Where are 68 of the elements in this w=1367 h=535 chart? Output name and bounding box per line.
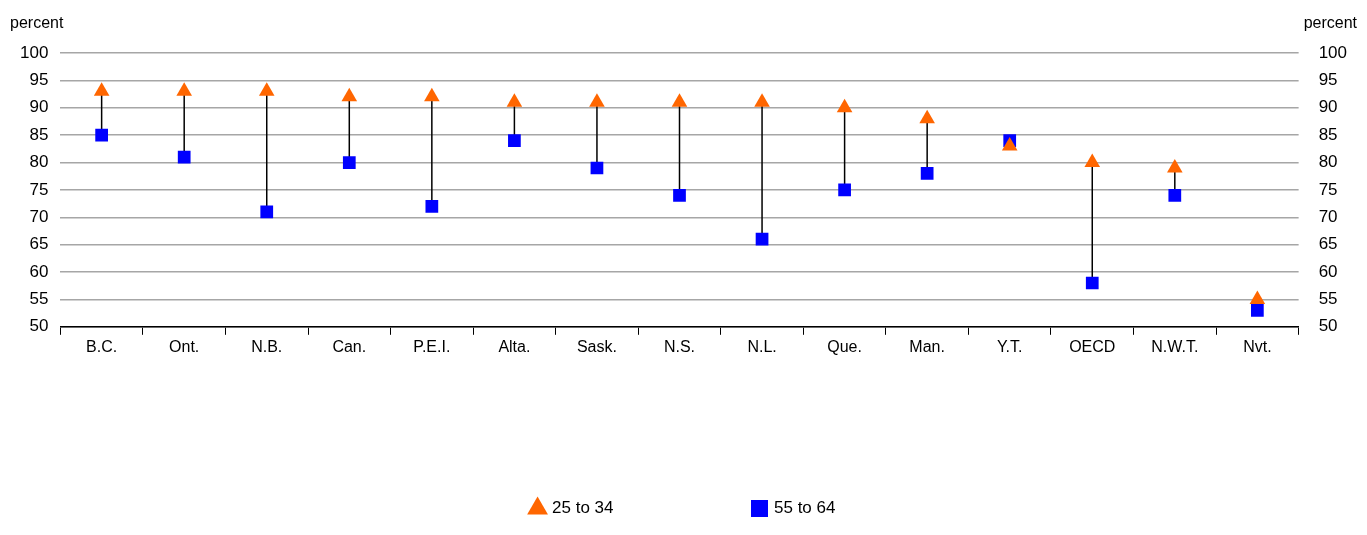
point [754, 93, 770, 107]
point [260, 205, 274, 219]
point [920, 167, 934, 180]
point [176, 82, 192, 96]
point [671, 93, 688, 107]
point [424, 87, 440, 102]
point [1167, 159, 1183, 173]
x-tick-label: Can. [332, 337, 367, 355]
y2-axis-title: percent [1303, 14, 1358, 32]
y2-tick-label: 65 [1318, 234, 1338, 254]
x-tick-label: N.W.T. [1151, 337, 1199, 355]
x-tick-label: Alta. [498, 337, 531, 355]
y-tick-label: 50 [29, 316, 49, 336]
x-tick-label: Nvt. [1243, 337, 1272, 355]
y-tick-label: 95 [29, 70, 49, 90]
x-tick-label: Y.T. [996, 337, 1023, 355]
point [673, 189, 686, 202]
y-tick-label: 80 [29, 152, 49, 172]
x-tick-label: Que. [827, 337, 862, 355]
x-tick-label: Man. [909, 337, 945, 355]
point [1084, 153, 1101, 168]
y2-tick-label: 80 [1318, 152, 1338, 172]
y-tick-label: 90 [29, 97, 49, 117]
x-tick-label: OECD [1069, 337, 1116, 355]
point [836, 98, 853, 113]
y-tick-label: 75 [29, 179, 49, 199]
y2-tick-label: 85 [1318, 124, 1338, 144]
point [1085, 276, 1099, 290]
point [177, 150, 191, 164]
point [919, 109, 935, 124]
y-tick-label: 85 [29, 124, 49, 144]
point [1001, 137, 1018, 151]
y-tick-label: 100 [19, 42, 49, 62]
point [838, 183, 851, 197]
y2-tick-label: 90 [1318, 97, 1338, 117]
y-tick-label: 60 [29, 261, 49, 281]
point [1168, 189, 1182, 202]
x-tick-label: B.C. [86, 337, 118, 355]
x-tick-label: Ont. [169, 337, 200, 355]
y2-tick-label: 60 [1318, 261, 1338, 281]
x-tick-label: N.L. [747, 337, 777, 355]
legend-label: 25 to 34 [552, 498, 614, 518]
x-tick-label: N.B. [251, 337, 283, 355]
point [425, 199, 439, 213]
y2-tick-label: 50 [1318, 316, 1338, 336]
point [258, 82, 275, 96]
y-tick-label: 70 [29, 206, 49, 226]
point [93, 82, 110, 96]
y2-tick-label: 70 [1318, 206, 1338, 226]
x-tick-label: P.E.I. [413, 337, 451, 355]
point [341, 87, 358, 102]
point [755, 232, 769, 246]
y2-tick-label: 55 [1318, 289, 1338, 309]
point [1251, 304, 1264, 317]
point [95, 128, 108, 142]
y-tick-label: 65 [29, 234, 49, 254]
y2-tick-label: 100 [1318, 42, 1348, 62]
point [508, 134, 521, 147]
y-axis-title: percent [10, 14, 64, 32]
x-tick-label: Sask. [576, 337, 617, 355]
y2-tick-label: 95 [1318, 70, 1338, 90]
y2-tick-label: 75 [1318, 179, 1338, 199]
point [506, 93, 523, 107]
legend-label: 55 to 64 [774, 498, 836, 518]
point [589, 93, 605, 107]
y-tick-label: 55 [29, 289, 49, 309]
point [342, 156, 356, 169]
x-tick-label: N.S. [663, 337, 696, 355]
